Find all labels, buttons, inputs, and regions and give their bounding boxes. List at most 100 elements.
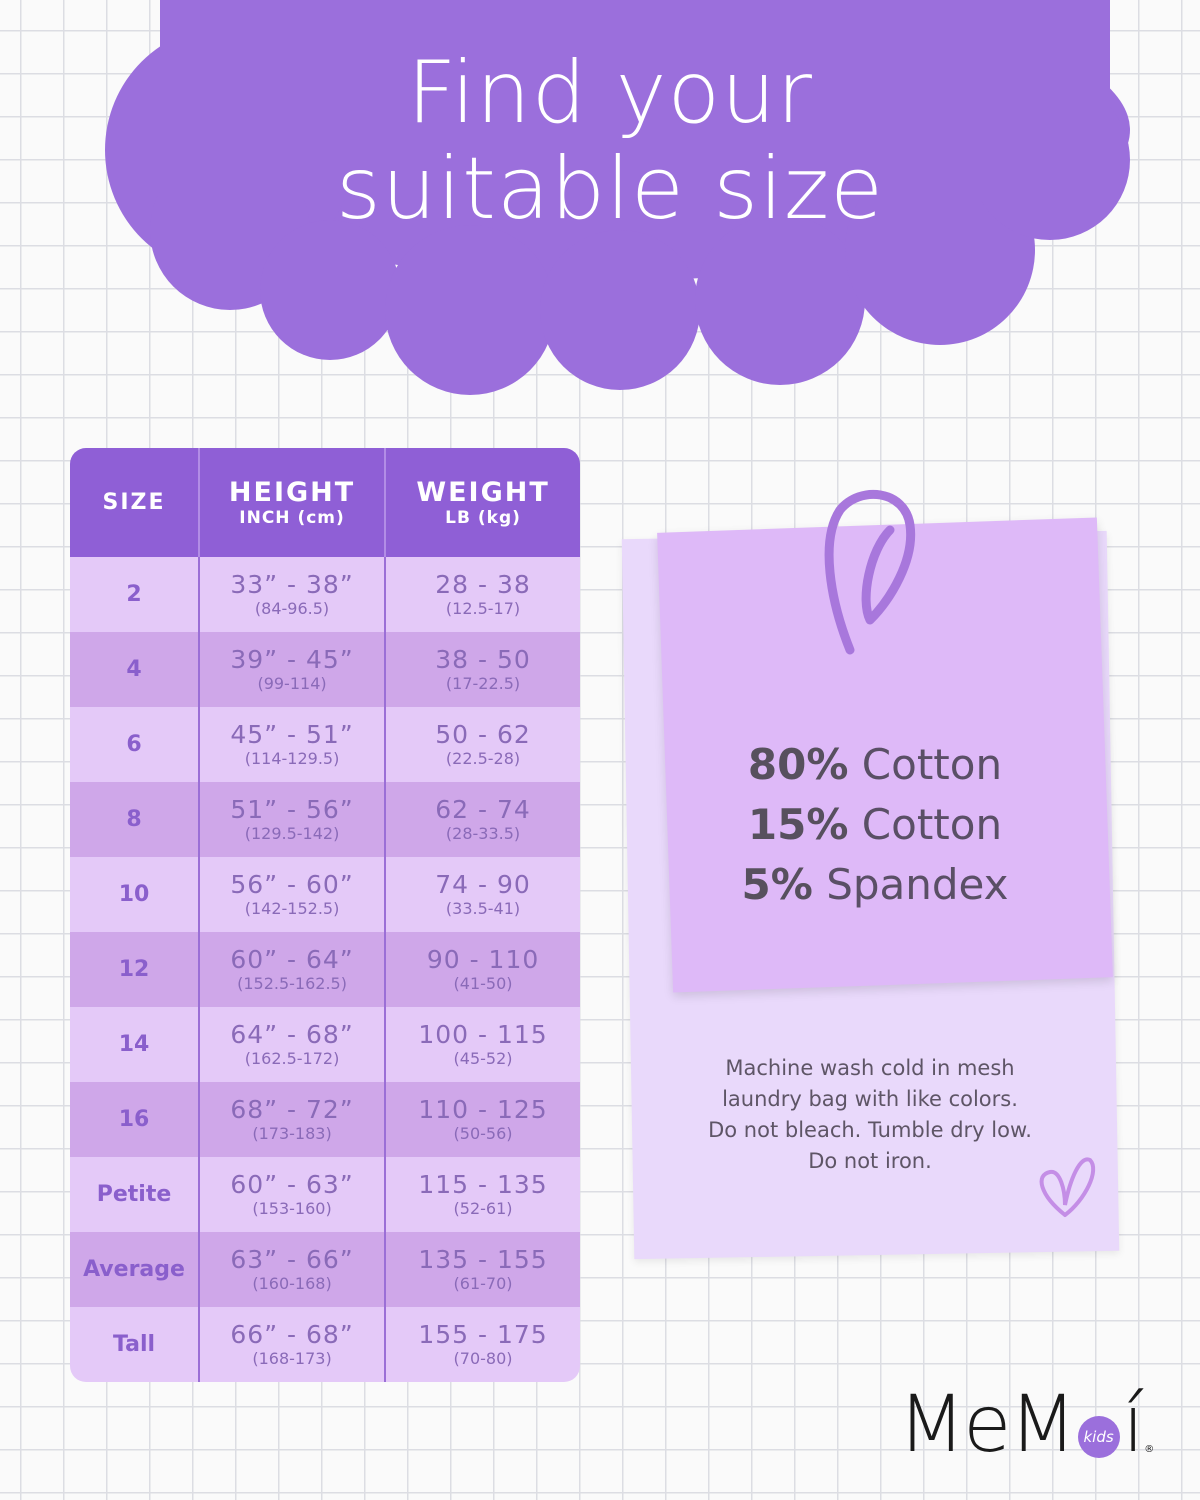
size-cell: 4 (70, 632, 200, 707)
weight-lb: 90 - 110 (426, 944, 540, 974)
size-chart-table: SIZE HEIGHT INCH (cm) WEIGHT LB (kg) 2 33”… (70, 448, 580, 1382)
height-cm: (173-183) (252, 1123, 332, 1143)
weight-cell: 38 - 50 (17-22.5) (385, 632, 580, 707)
height-cm: (168-173) (252, 1348, 332, 1368)
page-title: Find your suitable size (250, 45, 970, 237)
height-cell: 60” - 64” (152.5-162.5) (199, 932, 387, 1007)
size-cell: Tall (70, 1307, 200, 1382)
care-line: Do not bleach. Tumble dry low. (708, 1118, 1032, 1142)
height-cm: (160-168) (252, 1273, 332, 1293)
weight-cell: 135 - 155 (61-70) (385, 1232, 580, 1307)
size-cell: 8 (70, 782, 200, 857)
cloud-banner (105, 0, 1130, 395)
height-cell: 68” - 72” (173-183) (199, 1082, 387, 1157)
height-cm: (114-129.5) (244, 748, 340, 768)
table-row: 8 51” - 56” (129.5-142) 62 - 74 (28-33.5) (70, 782, 580, 857)
weight-cell: 50 - 62 (22.5-28) (385, 707, 580, 782)
height-inch: 60” - 64” (230, 944, 354, 974)
size-cell: 16 (70, 1082, 200, 1157)
table-row: Petite 60” - 63” (153-160) 115 - 135 (52-6… (70, 1157, 580, 1232)
weight-kg: (22.5-28) (445, 748, 521, 768)
weight-kg: (61-70) (453, 1273, 513, 1293)
fabric-line: 15% Cotton (680, 795, 1070, 855)
size-cell: 14 (70, 1007, 200, 1082)
weight-kg: (52-61) (453, 1198, 513, 1218)
paperclip-icon (824, 490, 916, 655)
height-inch: 45” - 51” (230, 719, 354, 749)
size-cell: 2 (70, 557, 200, 632)
table-row: 2 33” - 38” (84-96.5) 28 - 38 (12.5-17) (70, 557, 580, 632)
size-cell: 12 (70, 932, 200, 1007)
size-cell: Petite (70, 1157, 200, 1232)
height-inch: 64” - 68” (230, 1019, 354, 1049)
table-row: 4 39” - 45” (99-114) 38 - 50 (17-22.5) (70, 632, 580, 707)
weight-cell: 74 - 90 (33.5-41) (385, 857, 580, 932)
height-cell: 56” - 60” (142-152.5) (199, 857, 387, 932)
header-weight-unit: LB (kg) (445, 508, 521, 528)
weight-kg: (50-56) (453, 1123, 513, 1143)
care-line: laundry bag with like colors. (722, 1087, 1018, 1111)
table-row: Average 63” - 66” (160-168) 135 - 155 (61-… (70, 1232, 580, 1307)
registered-mark: ® (1144, 1444, 1155, 1455)
table-row: Tall 66” - 68” (168-173) 155 - 175 (70-80) (70, 1307, 580, 1382)
fabric-name: Cotton (861, 800, 1003, 849)
title-line-2: suitable size (335, 139, 885, 239)
height-cm: (153-160) (252, 1198, 332, 1218)
table-row: 16 68” - 72” (173-183) 110 - 125 (50-56) (70, 1082, 580, 1157)
weight-cell: 155 - 175 (70-80) (385, 1307, 580, 1382)
weight-cell: 110 - 125 (50-56) (385, 1082, 580, 1157)
weight-kg: (70-80) (453, 1348, 513, 1368)
weight-lb: 115 - 135 (418, 1169, 548, 1199)
weight-kg: (28-33.5) (445, 823, 521, 843)
title-line-1: Find your (407, 43, 813, 143)
height-inch: 63” - 66” (230, 1244, 354, 1274)
logo-kids-badge: kids (1077, 1416, 1120, 1458)
heart-doodle-icon (1039, 1157, 1096, 1217)
weight-lb: 38 - 50 (435, 644, 531, 674)
height-inch: 33” - 38” (230, 569, 354, 599)
header-height-label: HEIGHT (228, 477, 356, 508)
brand-logo: MeM kids í ® (898, 1380, 1154, 1470)
height-inch: 39” - 45” (230, 644, 354, 674)
height-cm: (99-114) (257, 673, 327, 693)
fabric-line: 80% Cotton (680, 735, 1070, 795)
fabric-composition: 80% Cotton 15% Cotton 5% Spandex (680, 735, 1070, 915)
weight-kg: (45-52) (453, 1048, 513, 1068)
table-row: 6 45” - 51” (114-129.5) 50 - 62 (22.5-28) (70, 707, 580, 782)
height-cell: 51” - 56” (129.5-142) (199, 782, 387, 857)
weight-cell: 62 - 74 (28-33.5) (385, 782, 580, 857)
header-weight-label: WEIGHT (416, 477, 550, 508)
weight-lb: 50 - 62 (435, 719, 531, 749)
table-row: 14 64” - 68” (162.5-172) 100 - 115 (45-52) (70, 1007, 580, 1082)
weight-kg: (12.5-17) (445, 598, 521, 618)
weight-cell: 90 - 110 (41-50) (385, 932, 580, 1007)
weight-lb: 155 - 175 (418, 1319, 548, 1349)
height-cell: 63” - 66” (160-168) (199, 1232, 387, 1307)
weight-lb: 135 - 155 (418, 1244, 548, 1274)
size-cell: 6 (70, 707, 200, 782)
weight-lb: 110 - 125 (418, 1094, 548, 1124)
height-inch: 51” - 56” (230, 794, 354, 824)
weight-lb: 100 - 115 (418, 1019, 548, 1049)
weight-cell: 28 - 38 (12.5-17) (385, 557, 580, 632)
table-row: 12 60” - 64” (152.5-162.5) 90 - 110 (41-50… (70, 932, 580, 1007)
weight-cell: 115 - 135 (52-61) (385, 1157, 580, 1232)
height-cm: (129.5-142) (244, 823, 340, 843)
weight-cell: 100 - 115 (45-52) (385, 1007, 580, 1082)
fabric-percent: 80% (747, 740, 849, 789)
height-cm: (142-152.5) (244, 898, 340, 918)
height-cell: 33” - 38” (84-96.5) (199, 557, 387, 632)
weight-kg: (33.5-41) (445, 898, 521, 918)
fabric-percent: 15% (747, 800, 849, 849)
fabric-name: Cotton (861, 740, 1003, 789)
size-cell: 10 (70, 857, 200, 932)
care-line: Machine wash cold in mesh (725, 1056, 1015, 1080)
weight-kg: (17-22.5) (445, 673, 521, 693)
height-cm: (162.5-172) (244, 1048, 340, 1068)
height-inch: 66” - 68” (230, 1319, 354, 1349)
table-row: 10 56” - 60” (142-152.5) 74 - 90 (33.5-41) (70, 857, 580, 932)
care-line: Do not iron. (808, 1149, 932, 1173)
header-weight: WEIGHT LB (kg) (385, 448, 580, 557)
height-cell: 39” - 45” (99-114) (199, 632, 387, 707)
weight-lb: 28 - 38 (435, 569, 531, 599)
